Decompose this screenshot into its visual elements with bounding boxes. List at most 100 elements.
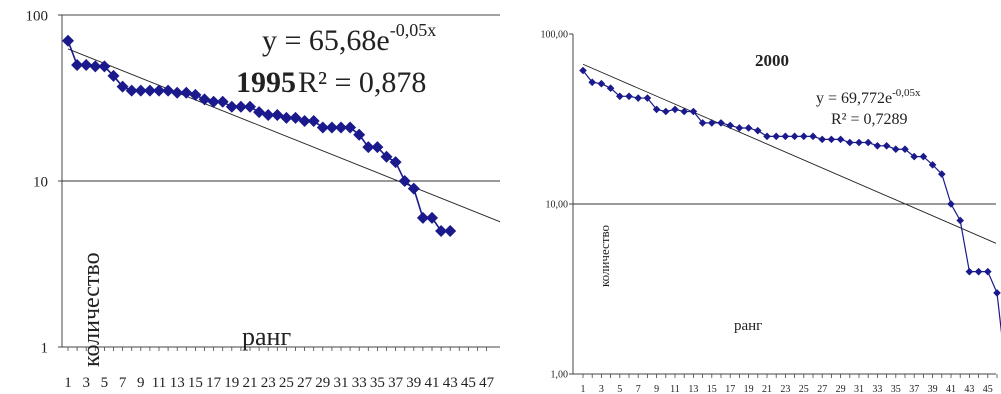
x-tick-label: 19 (744, 384, 754, 394)
data-point (371, 141, 384, 154)
data-point (143, 84, 156, 97)
x-tick-label: 21 (762, 384, 772, 394)
data-point (62, 34, 74, 47)
x-tick-label: 15 (707, 384, 717, 394)
x-tick-label: 43 (964, 384, 974, 394)
data-point (689, 107, 698, 116)
data-point (444, 224, 457, 237)
data-point (763, 132, 771, 141)
x-tick-label: 1 (581, 384, 586, 394)
data-point (818, 135, 826, 144)
x-tick-label: 23 (261, 375, 276, 391)
data-point (846, 138, 854, 147)
y-tick-label: 100,00 (541, 30, 569, 41)
x-tick-label: 17 (725, 384, 735, 394)
data-point (984, 267, 992, 276)
data-point (827, 135, 836, 144)
data-point (744, 124, 753, 132)
x-tick-label: 5 (617, 384, 622, 394)
data-point (153, 84, 165, 97)
data-point (216, 95, 229, 108)
series-line-tail (422, 217, 451, 232)
x-tick-label: 37 (909, 384, 919, 394)
x-tick-label: 7 (119, 375, 127, 391)
x-tick-label: 39 (928, 384, 938, 394)
data-point (344, 121, 357, 134)
x-tick-label: 23 (780, 384, 790, 394)
chart-2000-equation: y = 69,772e-0,05x (816, 87, 921, 107)
x-tick-label: 25 (799, 384, 809, 394)
data-point (965, 267, 974, 276)
data-point (836, 135, 845, 144)
data-point (207, 95, 220, 108)
y-tick-label: 1 (41, 340, 49, 356)
x-tick-label: 17 (206, 375, 222, 391)
data-point (71, 58, 84, 71)
x-tick-label: 37 (388, 375, 404, 391)
data-point (253, 106, 266, 119)
data-point (781, 132, 790, 141)
chart-2000-r2: R² = 0,7289 (831, 111, 908, 128)
data-point (938, 170, 946, 178)
x-tick-label: 35 (370, 375, 385, 391)
data-point (162, 84, 175, 97)
data-point (919, 152, 928, 161)
trendline (67, 48, 500, 223)
data-point (882, 141, 891, 150)
trendline (582, 63, 997, 244)
data-point (125, 84, 138, 97)
data-point (809, 132, 817, 141)
data-point (910, 152, 918, 161)
data-point (89, 60, 102, 73)
data-point (289, 111, 302, 124)
data-point (426, 211, 438, 224)
x-tick-label: 45 (983, 384, 993, 394)
data-point (634, 94, 642, 102)
data-point (189, 88, 202, 101)
data-point (698, 119, 707, 127)
data-point (389, 156, 402, 169)
chart-2000-title: 2000 (755, 51, 789, 70)
data-point (616, 92, 624, 101)
data-point (107, 69, 120, 82)
data-point (726, 121, 734, 130)
x-tick-label: 13 (170, 375, 185, 391)
chart-2000-xlabel: ранг (734, 318, 762, 334)
y-tick-label: 10,00 (546, 200, 569, 211)
data-point (80, 58, 93, 71)
chart-1995-title: 1995 (236, 66, 296, 99)
data-point (772, 132, 780, 141)
data-point (171, 86, 184, 99)
x-tick-label: 29 (836, 384, 846, 394)
x-tick-label: 33 (352, 375, 367, 391)
data-point (380, 150, 393, 163)
x-tick-label: 11 (152, 375, 166, 391)
x-tick-label: 9 (654, 384, 659, 394)
data-point (234, 100, 247, 113)
data-point (928, 161, 937, 169)
data-point (271, 108, 284, 121)
x-tick-label: 43 (443, 375, 458, 391)
data-point (435, 224, 448, 237)
data-point (244, 100, 256, 113)
data-point (974, 267, 983, 276)
x-tick-label: 5 (101, 375, 109, 391)
data-point (362, 141, 375, 154)
x-tick-label: 7 (636, 384, 641, 394)
data-point (298, 114, 311, 127)
x-tick-label: 33 (872, 384, 882, 394)
x-tick-label: 19 (224, 375, 239, 391)
x-tick-label: 47 (479, 375, 495, 391)
chart-1995-ylabel: количество (79, 252, 105, 367)
data-point (606, 84, 615, 92)
data-point (225, 100, 238, 113)
data-point (316, 121, 329, 134)
x-tick-label: 39 (406, 375, 421, 391)
x-tick-label: 3 (599, 384, 604, 394)
data-point (597, 79, 606, 88)
data-point (588, 78, 596, 87)
data-point (892, 145, 900, 154)
data-point (708, 119, 716, 127)
